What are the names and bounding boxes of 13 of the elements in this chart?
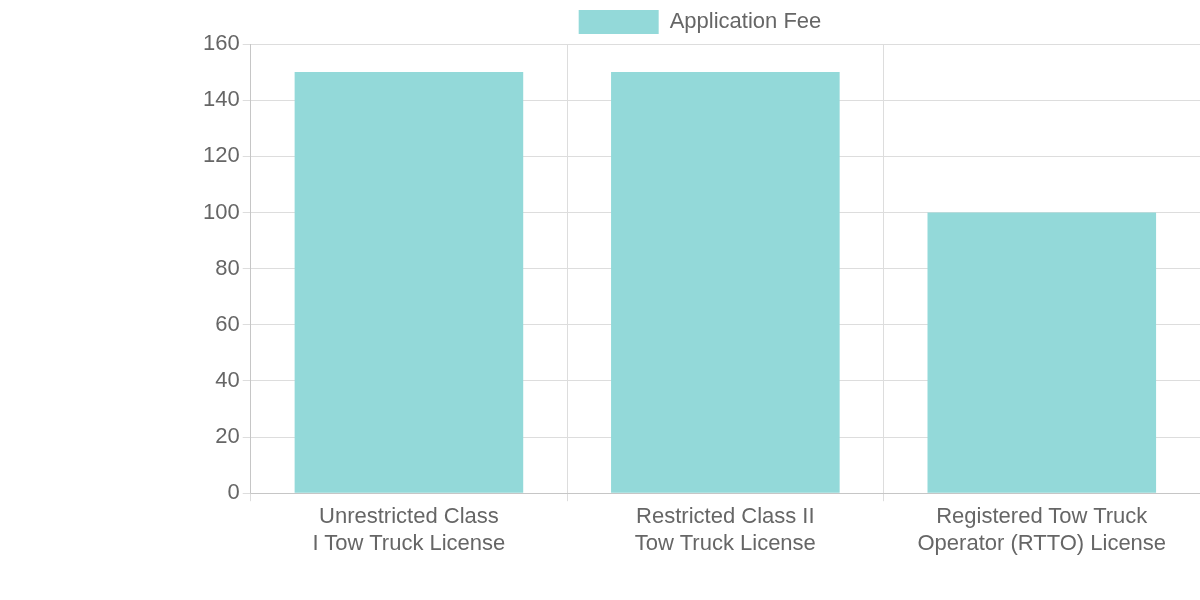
y-tick-label: 20 bbox=[215, 423, 240, 449]
y-tick-label: 60 bbox=[215, 310, 240, 336]
legend-label: Application Fee bbox=[669, 8, 822, 34]
y-tick-label: 40 bbox=[215, 366, 240, 392]
y-tick-label: 0 bbox=[227, 479, 240, 505]
y-tick-label: 80 bbox=[215, 254, 240, 280]
x-tick-label: Registered Tow Truck Operator (RTTO) License bbox=[917, 503, 1167, 555]
x-tick-label: Unrestricted Class I Tow Truck License bbox=[312, 503, 506, 555]
y-tick-label: 160 bbox=[202, 30, 240, 56]
x-tick-label: Restricted Class II Tow Truck License bbox=[634, 503, 816, 555]
y-tick-label: 100 bbox=[202, 198, 240, 224]
y-tick-label: 120 bbox=[202, 142, 240, 168]
y-tick-label: 140 bbox=[202, 86, 240, 112]
